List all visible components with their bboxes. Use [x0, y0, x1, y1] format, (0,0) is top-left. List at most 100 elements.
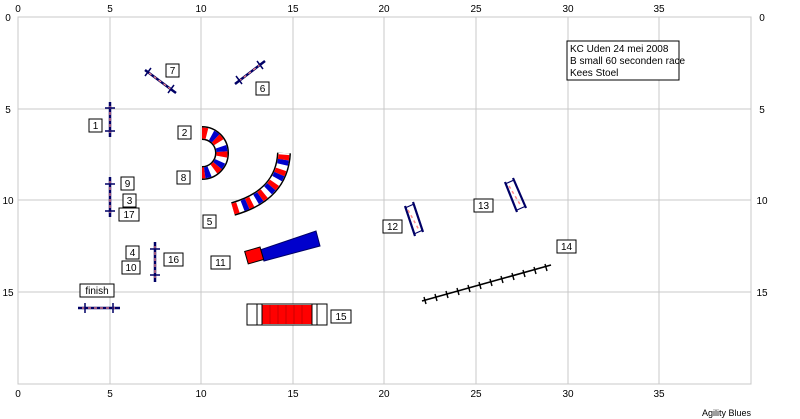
label-12-box: [382, 219, 403, 234]
jump-13-link-top: [504, 179, 515, 185]
jump-13-pole-b: [511, 177, 528, 209]
label-13-box: [473, 198, 494, 213]
label-11-text: 11: [215, 258, 226, 269]
tunnel-5-blue: [231, 152, 290, 215]
weave-pole: [511, 272, 515, 281]
label-15-box: [330, 309, 352, 324]
jump-1: [105, 102, 115, 137]
weave-line: [421, 264, 552, 302]
jump-13-stripe: [508, 185, 522, 207]
label-15: 15: [330, 309, 352, 324]
jump-4-10-16: [150, 242, 160, 282]
bottom-tick-35: 35: [653, 389, 665, 400]
left-tick-0: 0: [5, 13, 11, 24]
label-11-box: [210, 255, 231, 270]
jump-12-pole-a: [403, 205, 417, 237]
top-tick-5: 5: [107, 4, 113, 15]
label-8-text: 8: [181, 173, 187, 184]
jump-9-3-17: [105, 177, 115, 217]
label-5-box: [202, 214, 217, 229]
label-8: 8: [176, 170, 191, 185]
label-1: 1: [88, 118, 103, 133]
weave-pole: [522, 269, 526, 278]
label-4-text: 4: [130, 248, 136, 259]
double-jump-13: [503, 177, 528, 213]
label-12-text: 12: [387, 222, 399, 233]
jump-13-link-bottom: [516, 205, 527, 211]
label-7-text: 7: [170, 66, 176, 77]
label-17-text: 17: [123, 210, 135, 221]
bottom-axis-labels: 0 5 10 15 20 25 30 35: [15, 389, 665, 400]
top-axis-labels: 0 5 10 15 20 25 30 35: [15, 4, 665, 15]
weave-pole: [423, 296, 427, 305]
left-tick-10: 10: [2, 196, 14, 207]
info-box: KC Uden 24 mei 2008 B small 60 seconden …: [566, 40, 686, 81]
label-14-text: 14: [561, 242, 573, 253]
weave-pole: [434, 293, 438, 302]
jump-7-wing-b: [167, 84, 175, 94]
label-9: 9: [120, 176, 135, 191]
label-5-text: 5: [207, 217, 213, 228]
label-10: 10: [121, 260, 141, 275]
bottom-tick-5: 5: [107, 389, 113, 400]
footer-credit: Agility Blues: [702, 408, 752, 418]
label-16-box: [163, 252, 184, 267]
label-1-box: [88, 118, 103, 133]
chute-11: [244, 230, 321, 265]
label-3-text: 3: [127, 196, 133, 207]
weave-pole: [489, 278, 493, 287]
left-axis-labels: 0 5 10 15: [2, 13, 14, 299]
jump-12-pole-b: [411, 201, 425, 233]
label-6-box: [255, 81, 270, 96]
grid: [18, 17, 751, 384]
label-4: 4: [125, 245, 140, 260]
tunnel-15-fill: [262, 305, 312, 324]
jump-7: [144, 67, 177, 95]
top-tick-0: 0: [15, 4, 21, 15]
label-16-text: 16: [168, 255, 180, 266]
weave-pole: [533, 266, 537, 275]
label-1-text: 1: [93, 121, 99, 132]
label-15-text: 15: [335, 312, 347, 323]
label-6-text: 6: [260, 84, 266, 95]
bottom-tick-25: 25: [470, 389, 482, 400]
label-7-box: [165, 63, 180, 78]
label-4-box: [125, 245, 140, 260]
bottom-tick-0: 0: [15, 389, 21, 400]
weave-pole: [500, 275, 504, 284]
label-2-text: 2: [182, 128, 188, 139]
label-16: 16: [163, 252, 184, 267]
label-9-text: 9: [125, 179, 131, 190]
chute-11-barrel: [244, 246, 265, 265]
top-tick-25: 25: [470, 4, 482, 15]
top-tick-30: 30: [562, 4, 574, 15]
right-tick-0: 0: [759, 13, 765, 24]
label-2: 2: [177, 125, 192, 140]
weave-pole-ticks: [423, 263, 548, 305]
tunnel-2-8-red: [201, 127, 228, 179]
bottom-tick-15: 15: [287, 389, 299, 400]
right-axis-labels: 0 5 10 15: [756, 13, 768, 299]
label-14: 14: [556, 239, 577, 254]
label-3: 3: [122, 193, 137, 208]
jump-7-wing-a: [144, 67, 152, 77]
jump-7-stripe: [148, 72, 173, 91]
jump-13-pole-a: [503, 181, 519, 213]
jump-6: [234, 60, 266, 85]
label-10-text: 10: [125, 263, 137, 274]
tunnel-5: [230, 152, 291, 216]
label-14-box: [556, 239, 577, 254]
label-2-box: [177, 125, 192, 140]
label-8-box: [176, 170, 191, 185]
label-finish-text: finish: [85, 286, 108, 297]
right-tick-5: 5: [759, 105, 765, 116]
bottom-tick-30: 30: [562, 389, 574, 400]
obstacle-labels: 1 2 3 4 5 6 7 8: [79, 63, 577, 324]
right-tick-10: 10: [756, 196, 768, 207]
tunnel-15: [246, 303, 328, 326]
top-tick-10: 10: [195, 4, 207, 15]
jump-12-link-top: [404, 203, 415, 209]
bottom-tick-20: 20: [378, 389, 390, 400]
bottom-tick-10: 10: [195, 389, 207, 400]
